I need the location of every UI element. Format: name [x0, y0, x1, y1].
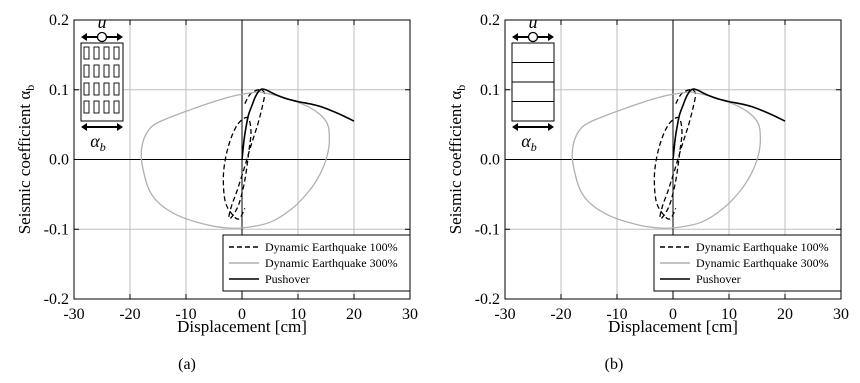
inset-wall-opening — [83, 64, 90, 78]
y-tick-label: -0.2 — [44, 291, 69, 308]
y-axis-label: Seismic coefficient αb — [15, 85, 37, 235]
inset-top-arrowhead-left — [81, 33, 87, 41]
inset-wall-opening — [103, 82, 110, 96]
x-tick-label: 10 — [290, 306, 306, 323]
inset-wall-opening — [113, 64, 120, 78]
inset-wall-opening — [113, 100, 120, 114]
x-tick-label: -30 — [63, 306, 84, 323]
legend-label: Dynamic Earthquake 100% — [265, 240, 398, 254]
series-group — [140, 88, 355, 229]
y-tick-label: 0.1 — [49, 82, 69, 99]
inset-bottom-arrowhead-right — [117, 123, 123, 131]
inset-top-arrowhead-right — [548, 33, 554, 41]
inset-top-marker — [527, 31, 539, 43]
inset-top-arrowhead-right — [117, 33, 123, 41]
legend-label: Dynamic Earthquake 100% — [696, 240, 829, 254]
inset-wall-opening — [93, 100, 100, 114]
y-tick-label: 0.2 — [480, 12, 500, 29]
inset-wall-opening — [83, 82, 90, 96]
series-pushover-line — [241, 88, 355, 160]
inset-wall-opening — [83, 100, 90, 114]
inset-bottom-arrowhead-left — [81, 123, 87, 131]
inset-top-label: u — [98, 12, 107, 32]
series-dynamic-300-line — [571, 90, 762, 229]
y-axis-label: Seismic coefficient αb — [446, 85, 468, 235]
y-tick-label: -0.1 — [44, 221, 69, 238]
y-tick-label: -0.1 — [475, 221, 500, 238]
chart-svg-a: -30 -20 -10 0 10 20 30 -0.2 -0.1 0.0 0.1 0.2 Displac… — [15, 12, 418, 336]
x-tick-label: 0 — [238, 306, 246, 323]
y-tick-label: 0.2 — [49, 12, 69, 29]
chart-panel-a: -30 -20 -10 0 10 20 30 -0.2 -0.1 0.0 0.1 0.2 Displac… — [15, 12, 418, 373]
x-tick-label: -20 — [550, 306, 571, 323]
x-tick-label: 30 — [833, 306, 849, 323]
inset-wall-opening — [103, 64, 110, 78]
panel-caption-a: (a) — [178, 356, 196, 373]
inset-wall-opening — [83, 46, 90, 60]
y-tick-label: -0.2 — [475, 291, 500, 308]
inset-wall-opening — [113, 82, 120, 96]
x-tick-label: -20 — [119, 306, 140, 323]
inset-wall-opening — [103, 46, 110, 60]
y-tick-label: 0.0 — [49, 152, 69, 169]
legend-label: Dynamic Earthquake 300% — [696, 256, 829, 270]
legend-label: Pushover — [265, 272, 310, 286]
x-axis-label: Displacement [cm] — [608, 317, 738, 336]
inset-bottom-arrowhead-right — [548, 123, 554, 131]
inset-wall-opening — [113, 46, 120, 60]
series-dynamic-300-line — [140, 90, 331, 229]
x-tick-label: 30 — [402, 306, 418, 323]
x-tick-label: 0 — [669, 306, 677, 323]
y-tick-label: 0.0 — [480, 152, 500, 169]
series-dynamic-100-line — [222, 89, 266, 220]
x-tick-label: -10 — [606, 306, 627, 323]
chart-svg-b: -30 -20 -10 0 10 20 30 -0.2 -0.1 0.0 0.1 0.2 Displac… — [446, 12, 849, 336]
inset-top-arrowhead-left — [512, 33, 518, 41]
legend-label: Dynamic Earthquake 300% — [265, 256, 398, 270]
inset-wall-opening — [93, 82, 100, 96]
y-tick-label: 0.1 — [480, 82, 500, 99]
x-tick-label: 10 — [721, 306, 737, 323]
series-pushover-line — [672, 88, 786, 160]
inset-wall-opening — [93, 64, 100, 78]
series-group — [571, 88, 786, 229]
inset-wall-opening — [93, 46, 100, 60]
x-tick-label: -30 — [494, 306, 515, 323]
chart-panel-b: -30 -20 -10 0 10 20 30 -0.2 -0.1 0.0 0.1 0.2 Displac… — [430, 0, 860, 383]
inset-top-marker — [96, 31, 108, 43]
inset-bottom-arrowhead-left — [512, 123, 518, 131]
series-dynamic-100-line — [653, 89, 697, 220]
x-tick-label: -10 — [175, 306, 196, 323]
x-axis-label: Displacement [cm] — [177, 317, 307, 336]
inset-bottom-label: αb — [521, 131, 536, 154]
x-tick-label: 20 — [346, 306, 362, 323]
legend-label: Pushover — [696, 272, 741, 286]
inset-bottom-label: αb — [90, 131, 105, 154]
inset-wall-opening — [103, 100, 110, 114]
inset-top-label: u — [529, 12, 538, 32]
x-tick-label: 20 — [777, 306, 793, 323]
panel-caption-b: (b) — [604, 356, 624, 373]
